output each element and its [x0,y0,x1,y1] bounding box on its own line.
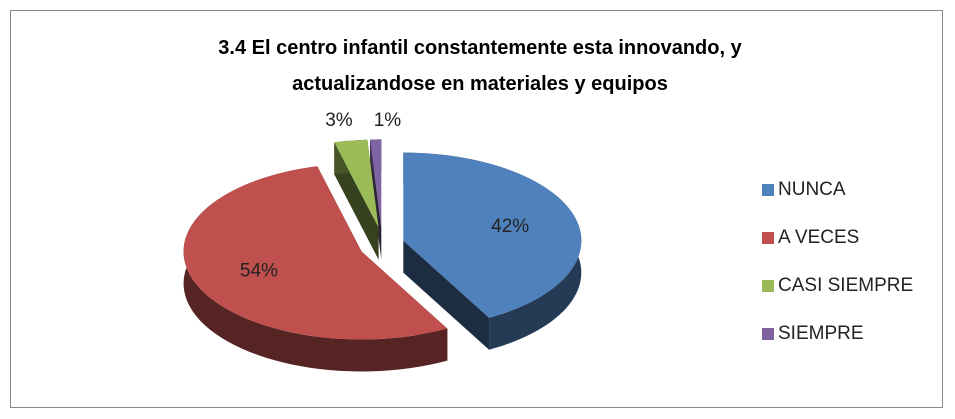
legend-label: CASI SIEMPRE [778,275,913,296]
legend-label: NUNCA [778,179,846,200]
legend-swatch [762,280,774,292]
slice-side [183,166,448,372]
slice [334,139,379,228]
legend-swatch [762,328,774,340]
legend-swatch [762,184,774,196]
legend-label: A VECES [778,227,859,248]
data-label: 3% [325,110,353,131]
legend-label: SIEMPRE [778,323,864,344]
data-label: 1% [374,110,402,131]
slice [183,166,448,340]
chart-title: 3.4 El centro infantil constantemente es… [218,37,742,95]
slice-side [403,240,490,350]
chart-frame [10,10,943,408]
data-label: 42% [491,216,529,237]
slice [403,152,582,318]
slice [370,139,382,228]
legend-swatch [762,232,774,244]
data-label: 54% [240,261,278,282]
